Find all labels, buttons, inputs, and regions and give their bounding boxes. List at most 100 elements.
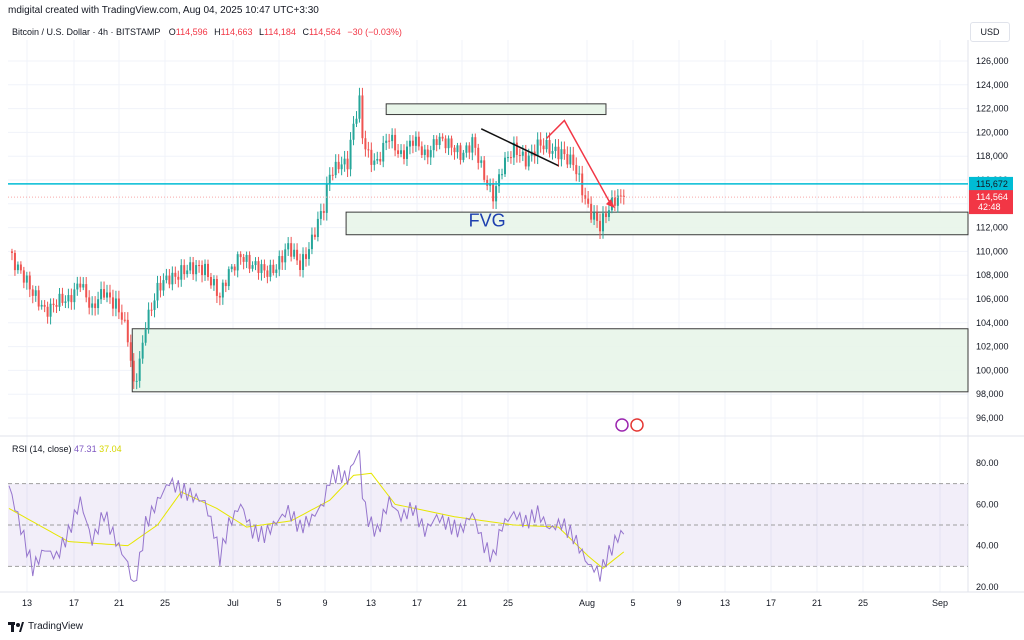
candle-body xyxy=(25,275,28,283)
candle-body xyxy=(373,160,376,165)
time-axis[interactable]: 13 17 21 25 Jul 5 9 13 17 21 25 Aug 5 9 13 17 21 25 Sep xyxy=(22,598,948,608)
candle-body xyxy=(266,270,269,277)
candle-body xyxy=(602,213,604,232)
candle-body xyxy=(420,146,423,155)
candle-body xyxy=(263,264,266,271)
symbol-legend[interactable]: Bitcoin / U.S. Dollar · 4h · BITSTAMP O1… xyxy=(12,27,402,37)
candle-body xyxy=(355,118,358,124)
candle-body xyxy=(397,150,400,154)
candle-body xyxy=(108,292,111,298)
candle-body xyxy=(257,261,260,273)
last-tag-bg xyxy=(969,190,1013,215)
candle-body xyxy=(10,251,13,253)
time-tick-label: 17 xyxy=(69,598,79,608)
candle-body xyxy=(40,304,43,307)
candle-body xyxy=(177,276,180,280)
candle-body xyxy=(31,289,34,296)
candle-body xyxy=(296,249,299,261)
candle-body xyxy=(394,134,397,151)
candle-body xyxy=(364,138,367,150)
candle-body xyxy=(239,254,242,258)
candle-body xyxy=(411,140,414,146)
candle-body xyxy=(245,254,248,262)
candle-body xyxy=(275,269,278,273)
candle-body xyxy=(423,149,426,155)
candle-body xyxy=(328,174,331,185)
candle-body xyxy=(468,145,471,153)
candle-body xyxy=(518,154,521,156)
candle-body xyxy=(509,157,512,159)
rsi-legend[interactable]: RSI (14, close) 47.31 37.04 xyxy=(12,444,122,454)
candle-body xyxy=(111,297,114,309)
price-tick-label: 126,000 xyxy=(976,56,1009,66)
candle-body xyxy=(414,136,417,146)
candle-body xyxy=(269,264,272,277)
candle-body xyxy=(388,140,391,142)
candle-body xyxy=(524,151,527,167)
candle-body xyxy=(230,266,233,270)
candle-body xyxy=(198,265,201,267)
candle-body xyxy=(147,309,150,330)
candle-body xyxy=(501,174,504,176)
close-label: C xyxy=(302,27,309,37)
candle-body xyxy=(91,303,94,308)
price-tick-label: 106,000 xyxy=(976,294,1009,304)
candle-body xyxy=(13,252,16,271)
candle-body xyxy=(512,142,515,158)
candle-body xyxy=(334,161,337,176)
us-flag-icon xyxy=(630,418,644,432)
time-tick-label: 17 xyxy=(412,598,422,608)
candle-body xyxy=(141,342,144,359)
candle-body xyxy=(123,319,126,321)
candle-body xyxy=(70,295,73,303)
candle-body xyxy=(331,174,334,176)
candle-body xyxy=(129,342,132,361)
candle-body xyxy=(527,155,530,167)
chart-credit: mdigital created with TradingView.com, A… xyxy=(8,5,319,16)
price-tick-label: 102,000 xyxy=(976,342,1009,352)
candle-body xyxy=(361,95,364,139)
candle-body xyxy=(100,289,103,300)
candle-body xyxy=(616,195,619,206)
candle-body xyxy=(52,303,55,306)
candle-body xyxy=(248,254,251,269)
currency-button[interactable]: USD xyxy=(970,22,1010,42)
candle-body xyxy=(94,303,97,309)
candle-body xyxy=(471,137,474,153)
fvg-zone xyxy=(345,211,969,236)
time-tick-label: 13 xyxy=(720,598,730,608)
time-tick-label: 13 xyxy=(366,598,376,608)
candle-body xyxy=(49,303,52,317)
time-tick-label: 17 xyxy=(766,598,776,608)
time-tick-label: 21 xyxy=(812,598,822,608)
candle-body xyxy=(379,158,382,162)
candle-body xyxy=(587,198,590,204)
candle-body xyxy=(563,149,566,155)
candle-body xyxy=(316,218,319,238)
tradingview-logo[interactable]: TradingView xyxy=(8,621,83,632)
candle-body xyxy=(189,262,192,271)
candle-body xyxy=(293,249,296,257)
rsi-tick-label: 20.00 xyxy=(976,582,999,592)
candle-body xyxy=(64,301,67,303)
candle-body xyxy=(340,164,343,170)
price-axis[interactable]: 96,000 98,000 100,000 102,000 104,000 106,000… xyxy=(969,56,1013,592)
candle-body xyxy=(215,279,218,296)
time-tick-label: 9 xyxy=(322,598,327,608)
time-tick-label: 25 xyxy=(858,598,868,608)
price-tick-label: 108,000 xyxy=(976,270,1009,280)
candle-body xyxy=(302,254,305,270)
candle-body xyxy=(204,263,207,276)
candle-body xyxy=(408,140,411,147)
candle-body xyxy=(462,152,465,160)
candle-body xyxy=(325,184,328,213)
candle-body xyxy=(622,195,625,198)
candle-body xyxy=(429,150,432,158)
candle-body xyxy=(569,154,572,165)
high-label: H xyxy=(214,27,221,37)
candle-body xyxy=(278,256,281,270)
candle-body xyxy=(352,123,355,140)
drawings xyxy=(8,119,968,432)
